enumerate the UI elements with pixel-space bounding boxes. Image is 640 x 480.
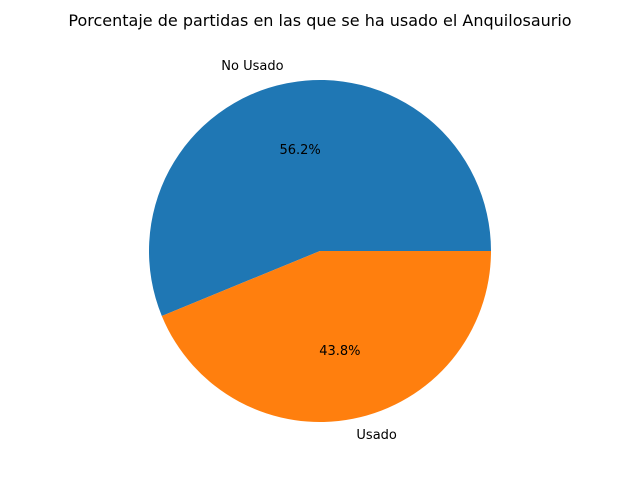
chart-title: Porcentaje de partidas en las que se ha … <box>68 11 572 30</box>
pie-slice-0 <box>148 80 491 316</box>
slice-percent-1: 43.8% <box>319 344 360 359</box>
slice-label-0: No Usado <box>221 59 283 74</box>
slice-label-1: Usado <box>356 428 397 443</box>
pie-slice-1 <box>161 251 491 423</box>
slice-percent-0: 56.2% <box>279 143 320 158</box>
